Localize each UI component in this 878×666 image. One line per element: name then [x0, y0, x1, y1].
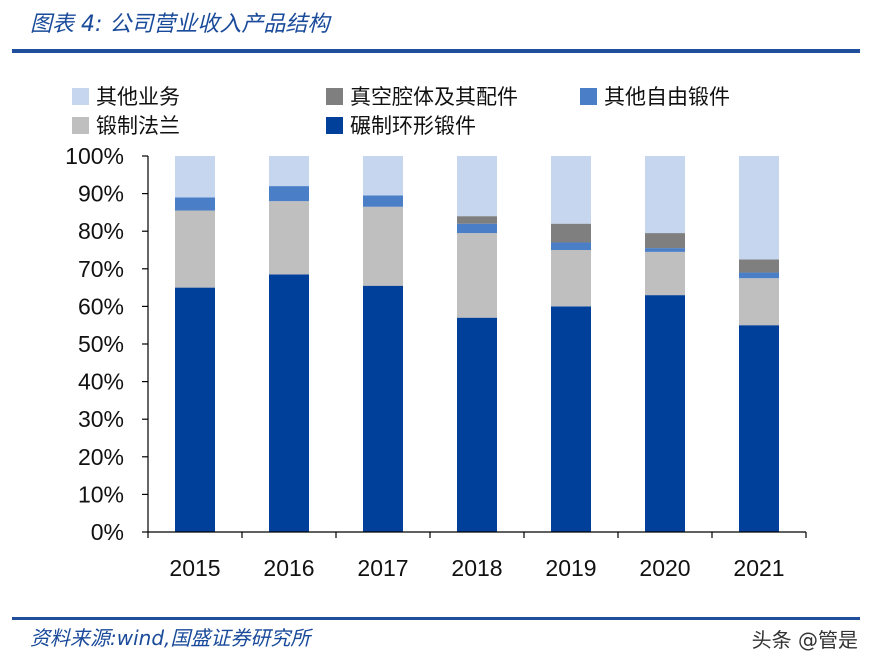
- y-tick-label: 90%: [78, 181, 124, 207]
- bar-2018-series-4: [457, 156, 497, 217]
- y-tick-label: 20%: [78, 444, 124, 470]
- legend-swatch-3: [72, 117, 89, 134]
- y-tick-label: 80%: [78, 218, 124, 244]
- x-axis: 2015 2016 2017 2018 2019 2020 2021: [147, 531, 807, 581]
- bar-2015-series-1: [175, 210, 215, 288]
- x-tick-label-2021: 2021: [733, 555, 784, 581]
- x-tick-label-2017: 2017: [357, 555, 408, 581]
- bar-2019-series-1: [551, 250, 591, 307]
- bar-2020-series-3: [645, 233, 685, 249]
- bar-2018-series-0: [457, 317, 497, 532]
- bar-2015-series-2: [175, 197, 215, 211]
- bar-2018-series-3: [457, 216, 497, 224]
- legend-label-4: 碾制环形锻件: [350, 114, 476, 138]
- bar-2016-series-0: [269, 274, 309, 532]
- bar-2019-series-2: [551, 242, 591, 250]
- bar-2021-series-0: [739, 325, 779, 532]
- x-tick-label-2015: 2015: [169, 555, 220, 581]
- legend-swatch-1: [326, 88, 343, 105]
- bar-2016-series-2: [269, 186, 309, 202]
- bar-2020-series-2: [645, 248, 685, 252]
- bar-2021-series-4: [739, 156, 779, 260]
- bar-2018-series-2: [457, 223, 497, 234]
- legend-label-0: 其他业务: [96, 85, 180, 109]
- source-note: 资料来源:wind,国盛证券研究所: [30, 626, 311, 650]
- bars: [175, 156, 779, 532]
- legend-swatch-0: [72, 88, 89, 105]
- x-tick-label-2016: 2016: [263, 555, 314, 581]
- title-rule: [12, 49, 860, 53]
- figure-title: 图表 4: 公司营业收入产品结构: [30, 12, 330, 37]
- bar-2017-series-1: [363, 206, 403, 286]
- y-tick-label: 0%: [91, 519, 124, 545]
- bar-2020-series-4: [645, 156, 685, 234]
- legend-swatch-4: [326, 117, 343, 134]
- watermark: 头条 @管是: [751, 628, 858, 652]
- footer-rule: [12, 617, 860, 620]
- legend-label-2: 其他自由锻件: [604, 85, 730, 109]
- bar-2016-series-4: [269, 156, 309, 187]
- bar-2017-series-0: [363, 285, 403, 532]
- bar-2017-series-4: [363, 156, 403, 196]
- bar-2019-series-3: [551, 223, 591, 243]
- bar-2015-series-0: [175, 287, 215, 532]
- y-tick-label: 10%: [78, 481, 124, 507]
- bar-2020-series-1: [645, 251, 685, 296]
- y-axis: 0% 10% 20% 30% 40% 50% 60% 70% 80% 90% 100%: [65, 143, 149, 545]
- bar-2021-series-2: [739, 272, 779, 279]
- x-tick-label-2018: 2018: [451, 555, 502, 581]
- bar-2020-series-0: [645, 295, 685, 532]
- x-tick-label-2019: 2019: [545, 555, 596, 581]
- legend-label-3: 锻制法兰: [96, 114, 180, 138]
- bar-2021-series-1: [739, 278, 779, 326]
- bar-2015-series-4: [175, 156, 215, 198]
- y-tick-label: 70%: [78, 256, 124, 282]
- y-tick-label: 60%: [78, 293, 124, 319]
- bar-2019-series-0: [551, 306, 591, 532]
- bar-2016-series-1: [269, 201, 309, 275]
- bar-2019-series-4: [551, 156, 591, 224]
- y-tick-label: 30%: [78, 406, 124, 432]
- y-tick-label: 100%: [65, 143, 124, 169]
- bar-2018-series-1: [457, 233, 497, 318]
- y-tick-label: 50%: [78, 331, 124, 357]
- x-tick-label-2020: 2020: [639, 555, 690, 581]
- legend-label-1: 真空腔体及其配件: [350, 85, 518, 109]
- legend-swatch-2: [580, 88, 597, 105]
- y-tick-label: 40%: [78, 369, 124, 395]
- bar-2021-series-3: [739, 259, 779, 273]
- bar-2017-series-2: [363, 195, 403, 207]
